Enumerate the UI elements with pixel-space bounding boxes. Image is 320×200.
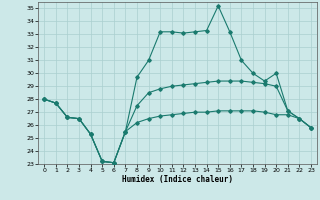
- X-axis label: Humidex (Indice chaleur): Humidex (Indice chaleur): [122, 175, 233, 184]
